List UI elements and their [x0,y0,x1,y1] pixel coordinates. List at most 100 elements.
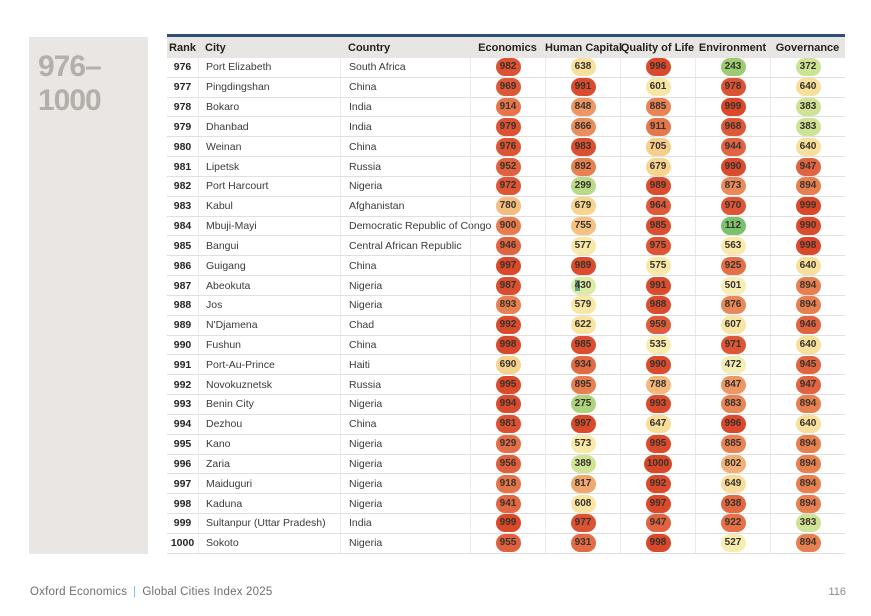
score-badge: 640 [795,415,821,434]
country-cell: Nigeria [340,474,470,494]
score-badge: 988 [645,296,671,315]
score-cell: 956 [470,454,545,474]
table-row: 979 Dhanbad India 979 866 911 968 383 [167,117,845,138]
score-cell: 299 [545,176,620,196]
table-row: 998 Kaduna Nigeria 941 608 997 938 894 [167,494,845,515]
column-header-environment: Environment [698,41,767,54]
score-badge: 501 [720,276,746,295]
score-cell: 640 [770,77,845,97]
score-cell: 679 [545,196,620,216]
score-cell: 922 [695,514,770,533]
score-badge: 608 [570,494,596,513]
score-badge: 755 [570,217,596,236]
score-badge: 622 [570,316,596,335]
score-badge: 883 [720,395,746,414]
score-badge: 996 [645,58,671,77]
score-cell: 952 [470,157,545,176]
score-cell: 1000 [620,454,695,474]
score-badge: 640 [795,137,821,156]
rank-cell: 976 [173,61,192,74]
score-badge: 679 [645,157,671,176]
score-cell: 802 [695,454,770,474]
score-cell: 243 [695,58,770,77]
score-cell: 430 [545,276,620,295]
score-cell: 577 [545,236,620,256]
score-badge: 847 [720,375,746,394]
score-badge: 947 [645,514,671,533]
footer-brand: Oxford Economics [30,586,128,598]
score-cell: 573 [545,434,620,454]
score-badge: 894 [795,474,821,493]
rank-cell: 993 [173,398,192,411]
rank-cell: 981 [173,160,192,173]
score-cell: 563 [695,236,770,256]
score-cell: 601 [620,77,695,97]
score-cell: 944 [695,137,770,157]
score-badge: 985 [570,336,596,354]
score-badge: 900 [495,217,521,236]
score-cell: 999 [470,514,545,533]
country-cell: Nigeria [340,434,470,454]
score-badge: 607 [720,316,746,335]
score-badge: 990 [720,157,746,176]
score-badge: 983 [570,137,596,156]
score-badge: 996 [720,415,746,434]
score-badge: 705 [645,137,671,156]
score-badge: 947 [795,157,821,176]
country-cell: India [340,97,470,117]
country-cell: Chad [340,315,470,335]
score-cell: 647 [620,414,695,434]
rank-cell: 977 [173,81,192,94]
score-cell: 383 [770,97,845,117]
score-cell: 981 [470,414,545,434]
score-badge: 383 [795,98,821,117]
score-badge: 638 [570,58,596,77]
city-cell: Dhanbad [198,117,340,137]
score-badge: 946 [495,236,521,255]
score-cell: 985 [620,216,695,236]
score-cell: 991 [620,276,695,295]
rank-cell: 983 [173,200,192,213]
score-cell: 985 [545,335,620,355]
score-badge: 640 [795,256,821,275]
score-cell: 607 [695,315,770,335]
table-row: 1000 Sokoto Nigeria 955 931 998 527 894 [167,533,845,554]
rank-cell: 988 [173,299,192,312]
rank-cell: 989 [173,319,192,332]
table-row: 987 Abeokuta Nigeria 987 430 991 501 894 [167,276,845,296]
city-cell: Fushun [198,335,340,355]
score-cell: 990 [620,355,695,375]
score-badge: 981 [495,415,521,434]
table-row: 983 Kabul Afghanistan 780 679 964 970 999 [167,196,845,217]
score-cell: 998 [770,236,845,256]
column-header-human-capital: Human Capital [545,41,623,54]
city-cell: Port-Au-Prince [198,355,340,375]
score-badge: 991 [570,78,596,97]
city-cell: Guigang [198,256,340,276]
table-row: 977 Pingdingshan China 969 991 601 978 640 [167,77,845,98]
city-cell: Novokuznetsk [198,375,340,395]
score-cell: 847 [695,375,770,395]
score-badge: 243 [720,58,746,77]
score-cell: 994 [470,395,545,414]
score-badge: 997 [570,415,596,434]
score-badge: 982 [495,58,521,77]
score-cell: 988 [620,295,695,315]
score-cell: 389 [545,454,620,474]
score-badge: 893 [495,296,521,315]
score-badge: 991 [645,276,671,295]
score-cell: 969 [470,77,545,97]
footer: Oxford Economics | Global Cities Index 202… [30,586,272,598]
score-badge: 894 [795,276,821,295]
score-cell: 997 [620,494,695,514]
score-badge: 802 [720,454,746,473]
score-badge: 997 [495,256,521,275]
score-badge: 876 [720,296,746,315]
rank-cell: 990 [173,339,192,351]
score-cell: 894 [770,295,845,315]
score-cell: 817 [545,474,620,494]
table-row: 978 Bokaro India 914 848 885 999 383 [167,97,845,118]
city-cell: Zaria [198,454,340,474]
score-cell: 755 [545,216,620,236]
score-badge: 968 [720,117,746,136]
